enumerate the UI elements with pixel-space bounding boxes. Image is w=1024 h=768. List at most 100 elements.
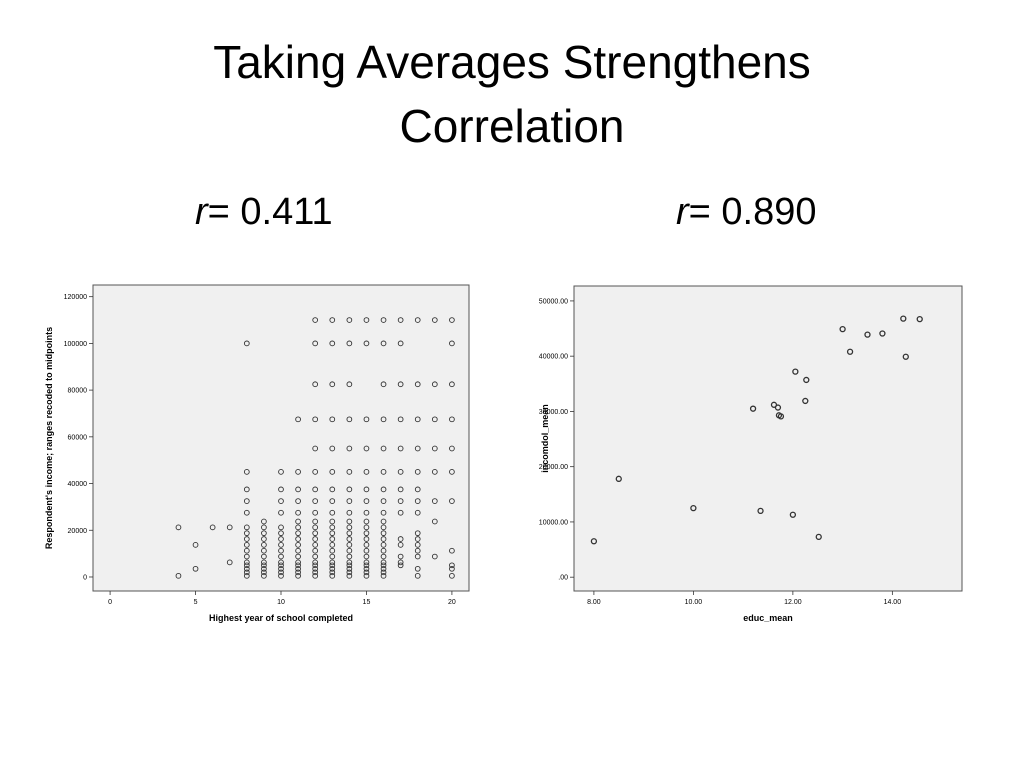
data-point — [802, 397, 809, 405]
data-point — [278, 569, 284, 576]
data-point — [312, 542, 319, 548]
data-point — [295, 524, 301, 531]
data-point — [243, 469, 250, 475]
data-point — [329, 381, 336, 388]
data-point — [226, 524, 233, 531]
data-point — [414, 572, 421, 579]
y-tick-label: 40000.00 — [539, 354, 568, 361]
data-point — [397, 542, 404, 548]
data-point — [243, 572, 250, 579]
data-point — [363, 569, 370, 576]
data-point — [261, 559, 267, 566]
data-point — [363, 559, 370, 566]
data-point — [295, 569, 301, 576]
data-point — [397, 498, 404, 504]
data-point — [278, 486, 284, 493]
data-point — [243, 559, 250, 566]
data-point — [414, 547, 421, 554]
x-tick-label: 8.00 — [587, 599, 601, 606]
data-point — [278, 572, 284, 579]
data-point — [414, 536, 421, 542]
data-point — [414, 469, 421, 475]
data-point — [380, 559, 387, 566]
data-point — [449, 416, 455, 423]
data-point — [346, 559, 353, 566]
data-point — [261, 518, 267, 525]
x-tick-label: 5 — [194, 599, 198, 606]
data-point — [278, 562, 284, 569]
y-tick-label: .00 — [558, 575, 568, 582]
data-point — [243, 562, 250, 569]
data-point — [295, 553, 301, 560]
data-point — [346, 572, 353, 579]
data-point — [346, 486, 353, 493]
title-line-2: Correlation — [399, 100, 625, 152]
data-point — [312, 469, 319, 475]
data-point — [295, 536, 301, 542]
data-point — [879, 330, 886, 337]
data-point — [363, 536, 370, 542]
data-point — [329, 547, 336, 554]
data-point — [312, 559, 319, 566]
data-point — [175, 572, 182, 579]
data-point — [449, 445, 455, 452]
data-point — [449, 547, 455, 554]
data-point — [312, 445, 319, 452]
data-point — [312, 572, 319, 579]
data-point — [380, 445, 387, 452]
data-point — [243, 542, 250, 548]
data-point — [380, 553, 387, 560]
data-point — [380, 562, 387, 569]
data-point — [363, 530, 370, 537]
data-point — [414, 416, 421, 423]
data-point — [278, 559, 284, 566]
data-point — [414, 542, 421, 548]
data-point — [295, 542, 301, 548]
data-point — [397, 486, 404, 493]
data-point — [329, 559, 336, 566]
data-point — [329, 469, 336, 475]
data-point — [449, 562, 455, 569]
data-point — [774, 404, 782, 411]
data-point — [278, 509, 284, 516]
data-point — [397, 381, 404, 388]
data-point — [449, 317, 455, 323]
data-point — [329, 536, 336, 542]
data-point — [346, 381, 353, 388]
data-point — [329, 416, 336, 423]
data-point — [380, 547, 387, 554]
data-point — [380, 317, 387, 323]
data-point — [243, 509, 250, 516]
data-point — [312, 536, 319, 542]
y-tick-label: 100000 — [64, 341, 87, 348]
left-correlation-label: r= 0.411 — [195, 190, 333, 234]
data-point — [431, 518, 438, 525]
data-point — [312, 562, 319, 569]
data-point — [243, 498, 250, 504]
data-point — [243, 530, 250, 537]
data-point — [346, 547, 353, 554]
data-point — [414, 381, 421, 388]
data-point — [397, 559, 404, 566]
data-point — [329, 562, 336, 569]
data-point — [380, 524, 387, 531]
data-point — [397, 445, 404, 452]
data-point — [312, 553, 319, 560]
data-point — [312, 530, 319, 537]
data-point — [261, 536, 267, 542]
data-point — [363, 509, 370, 516]
data-point — [346, 524, 353, 531]
data-point — [278, 536, 284, 542]
plot-area — [573, 285, 963, 592]
x-axis-title: educ_mean — [743, 613, 793, 623]
y-tick-label: 80000 — [68, 388, 88, 395]
data-point — [431, 416, 438, 423]
data-point — [590, 538, 598, 545]
y-tick-label: 20000.00 — [539, 464, 568, 471]
data-point — [431, 553, 438, 560]
data-point — [329, 569, 336, 576]
data-point — [329, 572, 336, 579]
data-point — [295, 530, 301, 537]
data-point — [243, 547, 250, 554]
data-point — [777, 413, 785, 420]
